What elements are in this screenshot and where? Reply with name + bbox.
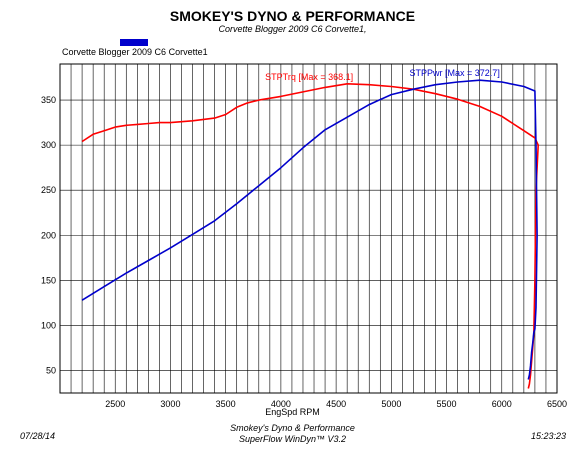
x-tick-label: 5000 <box>381 399 401 409</box>
x-tick-label: 3500 <box>216 399 236 409</box>
series-layer <box>81 79 540 389</box>
x-tick-label: 4000 <box>271 399 291 409</box>
plot-frame <box>59 63 558 394</box>
grid-lines <box>60 64 557 393</box>
legend-label: Corvette Blogger 2009 C6 Corvette1 <box>62 47 208 57</box>
series-line-stptrq <box>81 83 540 389</box>
y-tick-label: 350 <box>41 95 56 105</box>
footer-company: Smokey's Dyno & Performance <box>230 423 355 433</box>
series-line-stppwr <box>81 79 538 380</box>
x-tick-label: 3000 <box>160 399 180 409</box>
x-tick-label: 2500 <box>105 399 125 409</box>
x-axis-label: EngSpd RPM <box>265 407 320 417</box>
legend-swatch <box>120 39 148 46</box>
x-axis-ticks: 2500 3000 3500 4000 4500 5000 5500 6000 6500 <box>105 399 567 409</box>
y-tick-label: 200 <box>41 230 56 240</box>
footer-date: 07/28/14 <box>20 431 56 441</box>
series-annotation-stptrq: STPTrq [Max = 368.1] <box>265 72 353 82</box>
series-annotations: STPTrq [Max = 368.1] STPPwr [Max = 372.7] <box>265 68 500 82</box>
chart-title: SMOKEY'S DYNO & PERFORMANCE <box>169 8 416 24</box>
x-tick-label: 4500 <box>326 399 346 409</box>
y-tick-label: 250 <box>41 185 56 195</box>
y-tick-label: 50 <box>46 365 56 375</box>
footer-time: 15:23:23 <box>531 431 567 441</box>
chart-subtitle: Corvette Blogger 2009 C6 Corvette1, <box>218 24 367 34</box>
x-tick-label: 5500 <box>437 399 457 409</box>
y-tick-label: 150 <box>41 275 56 285</box>
y-tick-label: 300 <box>41 140 56 150</box>
series-annotation-stppwr: STPPwr [Max = 372.7] <box>410 68 500 78</box>
x-tick-label: 6500 <box>547 399 567 409</box>
y-tick-label: 100 <box>41 320 56 330</box>
x-tick-label: 6000 <box>492 399 512 409</box>
y-axis-ticks: 50 100 150 200 250 300 350 <box>41 95 56 375</box>
footer-software: SuperFlow WinDyn™ V3.2 <box>239 434 346 444</box>
